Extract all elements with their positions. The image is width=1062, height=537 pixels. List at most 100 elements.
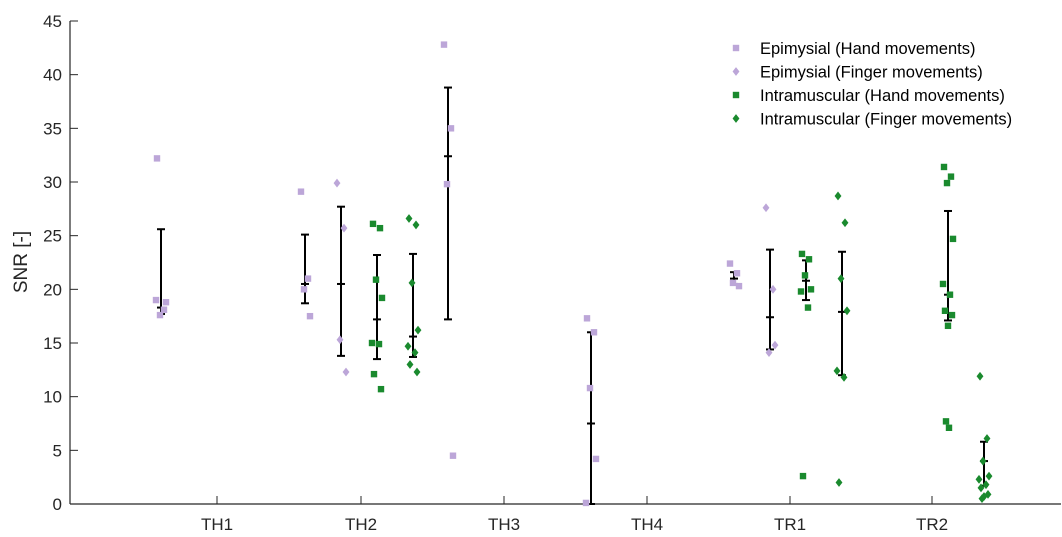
data-point — [590, 329, 598, 336]
legend-label: Epimysial (Hand movements) — [760, 40, 975, 58]
data-point — [805, 256, 813, 263]
data-point — [340, 223, 348, 233]
data-point — [153, 155, 161, 162]
y-tick-label: 15 — [43, 334, 62, 353]
data-point — [947, 173, 955, 180]
data-point — [837, 274, 845, 283]
data-point — [941, 307, 949, 314]
data-point — [440, 41, 448, 48]
x-tick-label: TR1 — [774, 515, 806, 534]
data-point — [368, 339, 376, 347]
data-point — [733, 270, 741, 277]
y-tick-label: 45 — [43, 12, 62, 31]
data-point — [369, 220, 377, 228]
data-point — [583, 315, 591, 322]
data-point — [297, 188, 305, 195]
data-point — [413, 367, 421, 377]
data-point — [979, 456, 987, 466]
x-tick-label: TH1 — [201, 515, 233, 534]
data-point — [798, 250, 806, 258]
data-point — [342, 367, 350, 377]
legend-label: Intramuscular (Finger movements) — [760, 111, 1012, 129]
data-point — [300, 286, 308, 293]
x-tick-label: TR2 — [916, 515, 948, 534]
data-point — [726, 260, 734, 267]
data-point — [769, 284, 777, 294]
data-point — [304, 275, 312, 282]
data-point — [982, 480, 990, 490]
y-axis-title: SNR [-] — [11, 231, 32, 293]
y-tick-label: 35 — [43, 119, 62, 138]
data-point — [375, 340, 383, 348]
data-point — [939, 280, 947, 288]
legend-marker — [732, 44, 740, 52]
data-point — [406, 360, 414, 369]
legend: Epimysial (Hand movements) Epimysial (Fin… — [732, 40, 1012, 129]
data-point — [949, 235, 957, 243]
data-point — [376, 224, 384, 232]
data-point — [414, 325, 422, 335]
data-point — [771, 340, 779, 350]
data-point — [443, 180, 451, 188]
data-point — [946, 291, 954, 298]
x-tick-label: TH3 — [488, 515, 520, 534]
axes: 0 5 10 15 20 25 30 35 40 45 TH1 TH2 TH3 TH4 TR1 TR2 — [43, 12, 1061, 534]
data-point — [370, 370, 378, 378]
data-point — [978, 494, 986, 504]
data-point — [378, 294, 386, 302]
y-tick-label: 0 — [53, 495, 62, 514]
data-point — [372, 276, 380, 283]
data-point — [152, 296, 160, 304]
y-tick-label: 5 — [53, 441, 62, 460]
data-point — [333, 178, 341, 188]
data-point — [411, 348, 419, 358]
data-point — [582, 499, 590, 507]
data-point — [945, 424, 953, 431]
y-tick-label: 25 — [43, 227, 62, 246]
data-point — [162, 299, 170, 306]
data-point — [840, 372, 848, 382]
data-point — [404, 341, 412, 351]
y-tick-label: 20 — [43, 280, 62, 299]
data-point — [336, 335, 344, 345]
data-point — [983, 434, 991, 443]
data-point — [586, 384, 594, 392]
data-point — [833, 366, 841, 376]
data-point — [841, 218, 849, 228]
data-point — [592, 455, 600, 463]
data-point — [944, 322, 952, 330]
data-point — [807, 286, 815, 293]
error-bars — [157, 86, 988, 505]
legend-label: Epimysial (Finger movements) — [760, 64, 983, 82]
data-point — [156, 311, 164, 319]
y-tick-label: 40 — [43, 66, 62, 85]
data-point — [797, 288, 805, 295]
legend-marker — [732, 67, 740, 76]
data-point — [765, 348, 773, 358]
data-point — [943, 179, 951, 187]
data-point — [762, 203, 770, 213]
data-point — [405, 214, 413, 223]
data-point — [801, 272, 809, 279]
x-tick-label: TH4 — [631, 515, 663, 534]
data-point — [377, 385, 385, 393]
data-point — [843, 306, 851, 316]
data-point — [975, 474, 983, 484]
data-point — [799, 472, 807, 480]
data-point — [447, 125, 455, 132]
data-point — [948, 311, 956, 319]
legend-marker — [732, 114, 740, 123]
data-point — [160, 306, 168, 313]
data-point — [834, 191, 842, 201]
y-tick-label: 10 — [43, 388, 62, 407]
data-point — [977, 483, 985, 493]
legend-label: Intramuscular (Hand movements) — [760, 87, 1005, 105]
data-points — [152, 41, 993, 507]
data-point — [449, 452, 457, 459]
data-point — [835, 478, 843, 487]
data-point — [412, 220, 420, 230]
data-point — [985, 471, 993, 481]
data-point — [408, 278, 416, 288]
data-point — [942, 418, 950, 425]
